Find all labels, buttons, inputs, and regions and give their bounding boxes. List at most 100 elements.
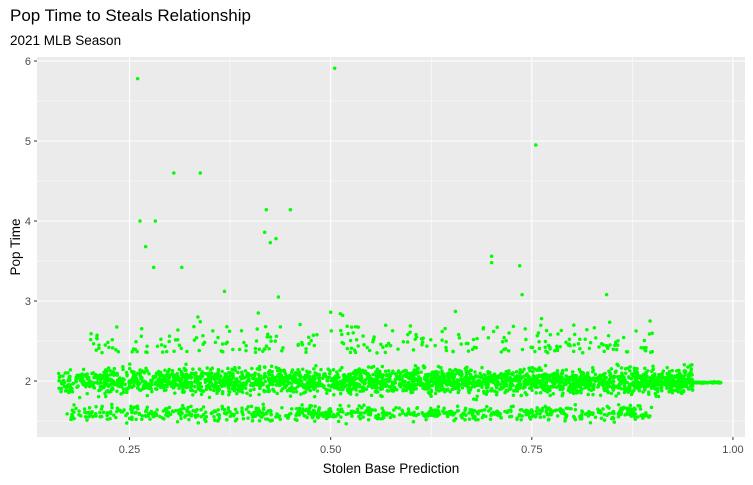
data-point (266, 377, 271, 382)
data-point (115, 378, 120, 382)
data-point (456, 381, 460, 385)
data-point (366, 412, 371, 417)
data-point (354, 381, 358, 386)
data-point (176, 328, 180, 332)
data-point (574, 377, 579, 382)
data-point (495, 325, 499, 330)
data-point (249, 404, 254, 409)
data-point (380, 406, 384, 410)
data-point (523, 327, 527, 331)
data-point (118, 408, 122, 412)
data-point (221, 349, 225, 354)
data-point (522, 384, 526, 388)
data-point (267, 389, 271, 394)
data-point (502, 335, 506, 340)
data-point (507, 369, 511, 373)
data-point (568, 344, 572, 348)
data-point (393, 377, 398, 382)
data-point (538, 412, 542, 416)
data-point (115, 325, 119, 329)
data-point (240, 372, 245, 377)
data-point (297, 406, 302, 410)
data-point (571, 414, 576, 419)
data-point (270, 418, 274, 422)
data-point (356, 325, 361, 329)
major-gridlines (37, 57, 745, 437)
data-point (237, 347, 242, 352)
data-point (471, 397, 476, 401)
data-point (184, 372, 189, 377)
data-point (189, 380, 194, 385)
data-point (505, 389, 510, 393)
data-point (466, 370, 471, 374)
data-point (131, 371, 136, 376)
data-point (266, 409, 270, 413)
data-point (384, 373, 389, 378)
data-point (134, 340, 138, 344)
data-point (516, 383, 521, 387)
data-point (471, 416, 476, 420)
data-point (690, 363, 694, 367)
data-point (171, 409, 176, 414)
data-point (573, 417, 578, 422)
data-point (353, 324, 358, 329)
data-point (69, 417, 74, 421)
data-point (110, 386, 114, 390)
data-point (145, 393, 150, 398)
data-point (200, 370, 204, 374)
data-point (187, 412, 192, 417)
data-point (279, 373, 284, 378)
data-point (526, 412, 531, 417)
data-point (564, 406, 569, 410)
data-point (425, 344, 429, 348)
data-point (436, 370, 440, 375)
data-point (571, 389, 575, 393)
data-point (403, 384, 408, 389)
data-point (297, 410, 301, 414)
data-point (148, 384, 153, 389)
data-point (448, 390, 453, 394)
data-point (212, 388, 216, 393)
data-point (256, 311, 261, 315)
data-point (250, 418, 255, 423)
data-point (587, 412, 592, 417)
data-point (468, 387, 473, 392)
data-point (571, 349, 576, 354)
data-point (266, 384, 270, 388)
data-point (669, 380, 673, 385)
data-point (210, 371, 214, 376)
data-point (164, 407, 168, 411)
data-point (269, 409, 273, 413)
data-point (185, 408, 189, 413)
data-point (606, 334, 611, 338)
data-point (665, 375, 669, 380)
data-point (353, 410, 358, 415)
data-point (635, 379, 639, 383)
data-point (334, 378, 338, 382)
data-point (166, 371, 170, 375)
data-point (660, 389, 664, 393)
data-point (344, 422, 348, 426)
data-point (257, 375, 262, 380)
data-point (339, 415, 343, 419)
data-point (179, 372, 184, 377)
data-point (651, 364, 655, 368)
data-point (444, 348, 449, 353)
data-point (346, 377, 350, 382)
data-point (533, 415, 538, 419)
data-point (476, 417, 480, 422)
data-point (192, 338, 197, 342)
data-point (678, 377, 683, 381)
data-point (207, 385, 211, 389)
data-point (361, 334, 365, 338)
data-point (374, 415, 378, 420)
data-point (361, 415, 365, 419)
data-point (563, 419, 567, 423)
data-point (220, 342, 225, 346)
data-point (153, 411, 157, 415)
data-point (282, 385, 287, 390)
data-point (364, 408, 369, 413)
data-point (227, 389, 231, 393)
data-point (568, 375, 573, 380)
data-point (309, 404, 314, 408)
